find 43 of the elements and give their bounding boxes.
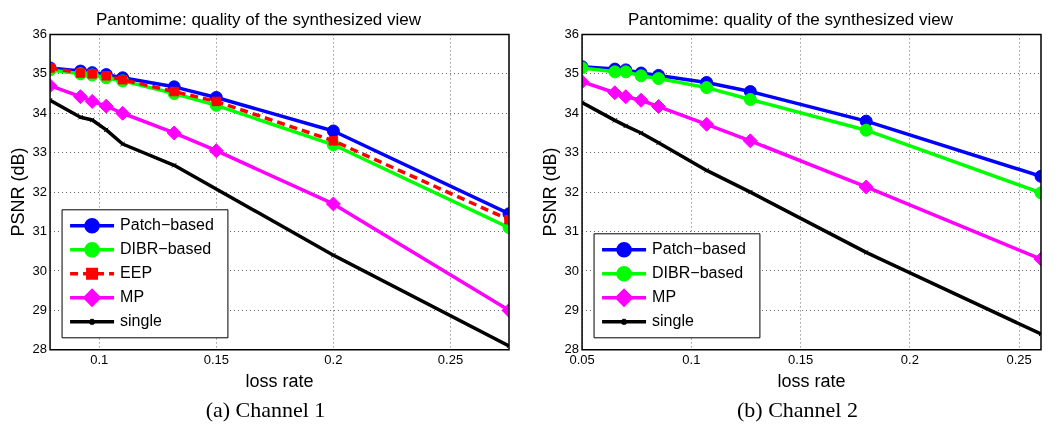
x-tick-label: 0.1 [90, 352, 109, 368]
y-tick-label: 36 [564, 25, 580, 41]
x-axis-title: loss rate [777, 371, 846, 392]
y-axis-title: PSNR (dB) [7, 147, 28, 237]
legend-label: single [120, 312, 162, 330]
legend-label: DIBR−based [652, 264, 744, 282]
legend-label: DIBR−based [120, 240, 212, 258]
y-tick-label: 35 [32, 65, 48, 81]
y-tick-label: 30 [564, 262, 580, 278]
y-tick-label: 34 [32, 104, 48, 120]
y-tick-label: 35 [564, 65, 580, 81]
x-tick-label: 0.1 [682, 352, 701, 368]
x-tick-label: 0.15 [787, 352, 814, 368]
chart-title: Pantomime: quality of the synthesized view [627, 9, 954, 29]
y-tick-label: 36 [32, 25, 48, 41]
x-tick-label: 0.25 [437, 352, 464, 368]
x-tick-label: 0.2 [324, 352, 343, 368]
y-tick-label: 33 [564, 144, 580, 160]
x-tick-label: 0.15 [203, 352, 229, 368]
x-axis-title: loss rate [245, 371, 314, 392]
y-tick-label: 32 [32, 183, 48, 199]
legend-label: MP [120, 288, 145, 306]
x-tick-label: 0.2 [900, 352, 919, 368]
text: (a) Channel 1 [204, 397, 327, 423]
y-tick-label: 29 [32, 301, 48, 317]
legend-label: EEP [120, 264, 153, 282]
y-tick-label: 33 [32, 144, 48, 160]
y-tick-label: 32 [564, 183, 580, 199]
x-tick-label: 0.05 [569, 352, 595, 368]
y-tick-label: 28 [32, 341, 48, 357]
legend-label: single [652, 312, 694, 330]
y-tick-label: 34 [564, 104, 580, 120]
chart-title: Pantomime: quality of the synthesized view [95, 9, 422, 29]
legend-label: MP [652, 288, 677, 306]
x-tick-label: 0.25 [1006, 352, 1032, 368]
text: (b) Channel 2 [736, 397, 859, 423]
legend-label: Patch−based [120, 216, 214, 234]
y-axis-title: PSNR (dB) [539, 147, 560, 237]
legend-label: Patch−based [652, 240, 746, 258]
y-tick-label: 29 [564, 301, 580, 317]
y-tick-label: 31 [564, 223, 580, 239]
y-tick-label: 30 [32, 262, 48, 278]
y-tick-label: 31 [32, 223, 48, 239]
